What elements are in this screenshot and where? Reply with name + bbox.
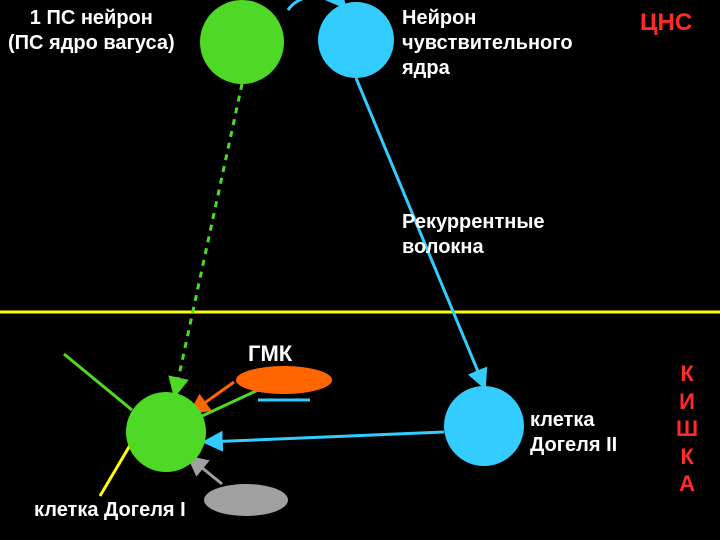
kishka-letter: И — [679, 388, 695, 416]
edge-green-dashed — [175, 84, 242, 394]
label-recurrent-line2: волокна — [402, 235, 545, 260]
kishka-letter: К — [680, 360, 693, 388]
node-sens-neuron — [318, 2, 394, 78]
label-kishka: К И Ш К А — [676, 360, 698, 498]
label-dogel2-line1: клетка — [530, 408, 617, 433]
node-ps-neuron — [200, 0, 284, 84]
label-ps-neuron-line2: (ПС ядро вагуса) — [8, 31, 175, 56]
node-gray-cell — [204, 484, 288, 516]
kishka-letter: Ш — [676, 415, 698, 443]
label-cns: ЦНС — [640, 8, 692, 38]
node-gmk — [236, 366, 332, 394]
label-recurrent: Рекуррентные волокна — [402, 210, 545, 260]
label-sens-neuron: Нейрон чувствительного ядра — [402, 6, 573, 81]
label-sens-neuron-line1: Нейрон — [402, 6, 573, 31]
label-dogel2: клетка Догеля II — [530, 408, 617, 458]
label-recurrent-line1: Рекуррентные — [402, 210, 545, 235]
label-ps-neuron: 1 ПС нейрон (ПС ядро вагуса) — [8, 6, 175, 56]
kishka-letter: К — [680, 443, 693, 471]
kishka-letter: А — [679, 470, 695, 498]
edge-gmk-to-dogel1 — [192, 382, 234, 412]
label-gmk: ГМК — [248, 340, 292, 368]
edge-dogel2-to-dogel1 — [206, 432, 444, 442]
label-sens-neuron-line2: чувствительного — [402, 31, 573, 56]
label-ps-neuron-line1: 1 ПС нейрон — [8, 6, 175, 31]
node-dogel2 — [444, 386, 524, 466]
node-dogel1 — [126, 392, 206, 472]
label-sens-neuron-line3: ядра — [402, 56, 573, 81]
edge-gray-to-dogel1 — [190, 458, 222, 484]
label-dogel2-line2: Догеля II — [530, 433, 617, 458]
edge-green-ray-ul — [64, 354, 132, 410]
label-dogel1: клетка Догеля I — [34, 498, 186, 523]
